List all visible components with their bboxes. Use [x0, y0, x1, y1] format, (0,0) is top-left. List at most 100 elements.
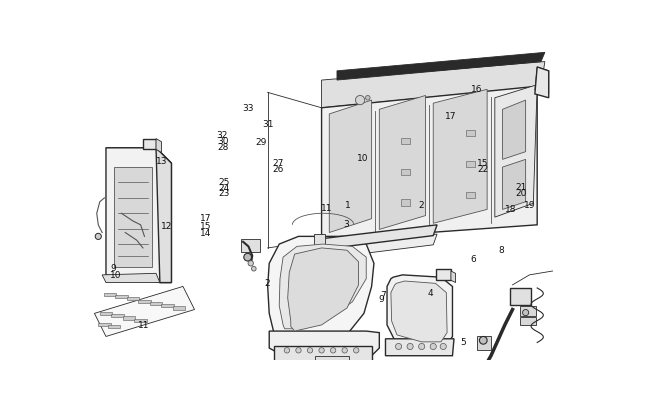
Text: 19: 19: [523, 200, 535, 209]
Bar: [123, 317, 135, 320]
Text: 12: 12: [161, 222, 173, 231]
Bar: [111, 314, 124, 318]
Polygon shape: [535, 68, 549, 98]
Circle shape: [244, 254, 252, 261]
Text: 1: 1: [345, 200, 351, 209]
Polygon shape: [322, 234, 437, 259]
Bar: [465, 192, 474, 198]
Circle shape: [365, 96, 370, 101]
Text: 14: 14: [200, 228, 212, 237]
Polygon shape: [385, 339, 454, 356]
Text: 2: 2: [265, 279, 270, 288]
Polygon shape: [274, 347, 372, 362]
Circle shape: [252, 267, 256, 271]
Text: 3: 3: [344, 220, 350, 228]
Circle shape: [335, 375, 339, 379]
Bar: [115, 295, 127, 298]
Polygon shape: [391, 281, 447, 342]
Text: 15: 15: [476, 159, 488, 168]
Polygon shape: [535, 68, 549, 95]
Text: 17: 17: [445, 112, 456, 121]
Circle shape: [523, 310, 528, 316]
Circle shape: [319, 348, 324, 353]
Circle shape: [311, 381, 317, 387]
Text: 4: 4: [428, 288, 433, 297]
Polygon shape: [520, 307, 536, 316]
Text: 26: 26: [272, 164, 284, 173]
Circle shape: [430, 343, 436, 350]
Circle shape: [419, 343, 424, 350]
Polygon shape: [502, 160, 526, 210]
Text: 27: 27: [272, 159, 284, 168]
Polygon shape: [156, 149, 172, 283]
Bar: [161, 305, 174, 307]
Bar: [465, 162, 474, 168]
Bar: [401, 200, 410, 206]
Polygon shape: [269, 331, 380, 356]
Bar: [103, 293, 116, 296]
Text: 15: 15: [200, 221, 212, 230]
Text: 11: 11: [138, 320, 150, 329]
Circle shape: [326, 394, 335, 403]
Polygon shape: [106, 149, 172, 283]
Polygon shape: [322, 62, 545, 109]
Text: 16: 16: [471, 85, 482, 94]
Circle shape: [447, 394, 455, 402]
Polygon shape: [310, 371, 320, 380]
Polygon shape: [156, 139, 161, 153]
Text: 28: 28: [217, 143, 229, 151]
Bar: [107, 325, 120, 328]
Bar: [173, 307, 185, 310]
Text: 8: 8: [498, 245, 504, 255]
Circle shape: [332, 372, 343, 383]
Text: 22: 22: [478, 164, 489, 173]
Bar: [135, 319, 147, 322]
Polygon shape: [322, 225, 437, 250]
Polygon shape: [451, 271, 456, 283]
Polygon shape: [510, 288, 531, 305]
Circle shape: [440, 343, 447, 350]
Circle shape: [407, 343, 413, 350]
Polygon shape: [314, 234, 326, 256]
Polygon shape: [477, 336, 491, 350]
Circle shape: [354, 348, 359, 353]
Polygon shape: [114, 168, 152, 268]
Text: 23: 23: [218, 189, 229, 198]
Circle shape: [342, 348, 347, 353]
Bar: [465, 131, 474, 137]
Text: 17: 17: [200, 214, 212, 223]
Polygon shape: [106, 149, 172, 164]
Circle shape: [296, 348, 301, 353]
Text: 32: 32: [216, 130, 228, 139]
Text: 9: 9: [110, 263, 116, 272]
Text: 13: 13: [156, 156, 168, 165]
Polygon shape: [520, 318, 536, 325]
Polygon shape: [495, 85, 537, 217]
Polygon shape: [337, 53, 545, 81]
Circle shape: [480, 337, 487, 344]
Text: 7: 7: [380, 290, 386, 299]
Polygon shape: [102, 274, 160, 283]
Circle shape: [284, 348, 290, 353]
Polygon shape: [433, 90, 487, 224]
Text: 31: 31: [263, 119, 274, 128]
Circle shape: [356, 377, 361, 384]
Text: 30: 30: [217, 137, 229, 146]
Bar: [127, 297, 139, 301]
Polygon shape: [240, 239, 260, 252]
Text: 21: 21: [515, 183, 527, 192]
Text: 24: 24: [218, 183, 229, 192]
Text: 25: 25: [218, 177, 229, 187]
Polygon shape: [436, 270, 451, 281]
Circle shape: [356, 96, 365, 105]
Polygon shape: [313, 370, 352, 380]
Polygon shape: [387, 275, 452, 348]
Polygon shape: [268, 237, 374, 341]
Circle shape: [248, 261, 254, 266]
Bar: [401, 169, 410, 175]
Bar: [401, 139, 410, 145]
Polygon shape: [380, 96, 426, 230]
Text: 2: 2: [419, 200, 424, 210]
Text: 33: 33: [242, 103, 254, 112]
Text: 9: 9: [378, 294, 384, 303]
